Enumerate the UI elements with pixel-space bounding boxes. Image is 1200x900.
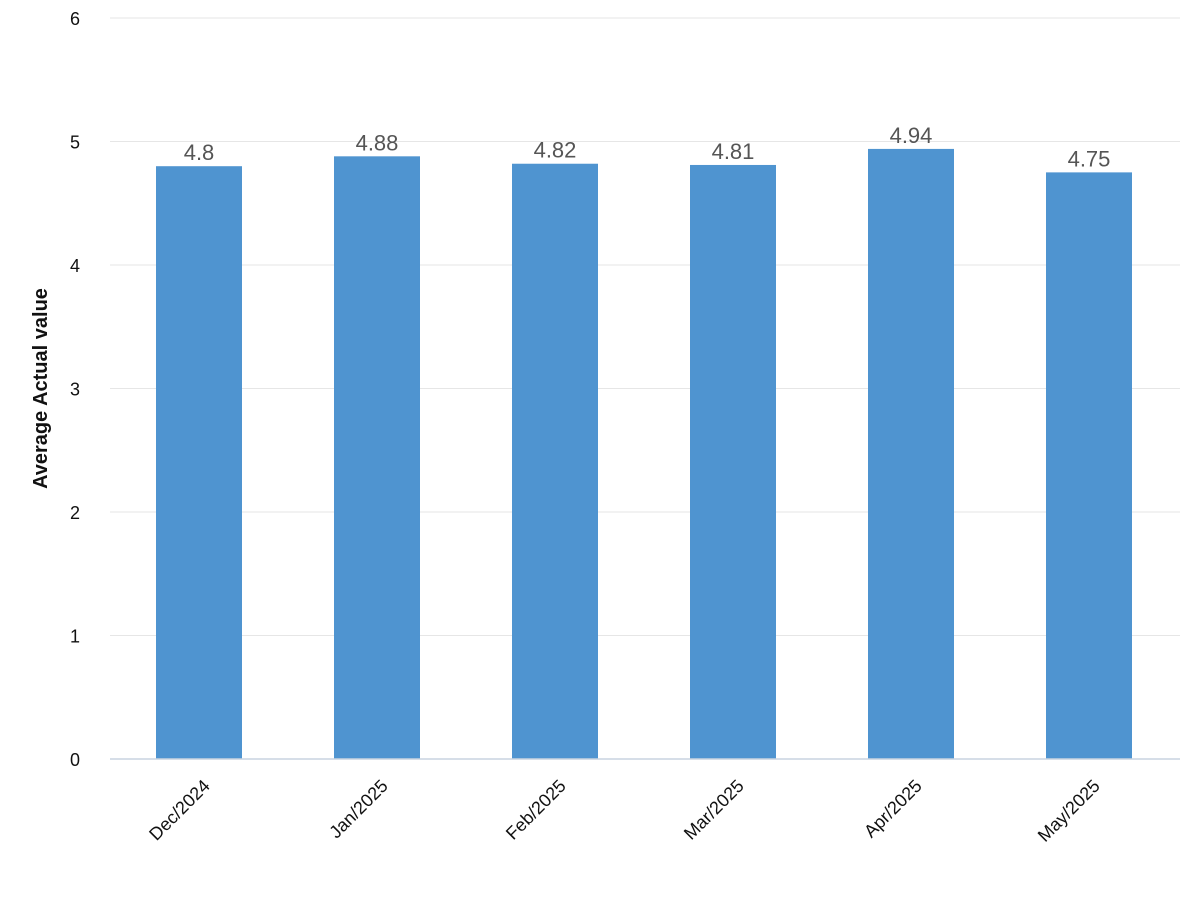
y-tick-label: 2 [70, 503, 80, 523]
bar-jan-2025[interactable] [334, 156, 420, 759]
data-label: 4.94 [890, 123, 933, 148]
x-tick-label: Feb/2025 [502, 776, 570, 844]
x-axis-ticks: Dec/2024 Jan/2025 Feb/2025 Mar/2025 Apr/2025… [145, 776, 1104, 846]
x-tick-label: Mar/2025 [680, 776, 748, 844]
y-axis-ticks: 0 1 2 3 4 5 6 [70, 9, 80, 770]
grid-lines [110, 17, 1180, 636]
data-label: 4.8 [184, 140, 215, 165]
x-tick-label: May/2025 [1034, 776, 1104, 846]
y-tick-label: 3 [70, 380, 80, 400]
bar-mar-2025[interactable] [690, 164, 776, 760]
data-label: 4.75 [1068, 146, 1111, 171]
y-tick-label: 0 [70, 750, 80, 770]
y-axis-title: Average Actual value [30, 288, 52, 489]
bars [156, 148, 1132, 760]
bar-dec-2024[interactable] [156, 166, 242, 759]
x-tick-label: Apr/2025 [860, 776, 926, 842]
x-tick-label: Jan/2025 [325, 776, 392, 843]
bar-apr-2025[interactable] [868, 148, 954, 759]
y-tick-label: 4 [70, 256, 80, 276]
bar-feb-2025[interactable] [512, 163, 598, 760]
x-tick-label: Dec/2024 [145, 776, 214, 845]
y-tick-label: 1 [70, 627, 80, 647]
data-labels: 4.8 4.88 4.82 4.81 4.94 4.75 [184, 123, 1111, 171]
data-label: 4.82 [534, 138, 577, 163]
y-tick-label: 6 [70, 9, 80, 29]
bar-may-2025[interactable] [1046, 172, 1132, 759]
data-label: 4.81 [712, 139, 755, 164]
data-label: 4.88 [356, 130, 399, 155]
y-tick-label: 5 [70, 133, 80, 153]
